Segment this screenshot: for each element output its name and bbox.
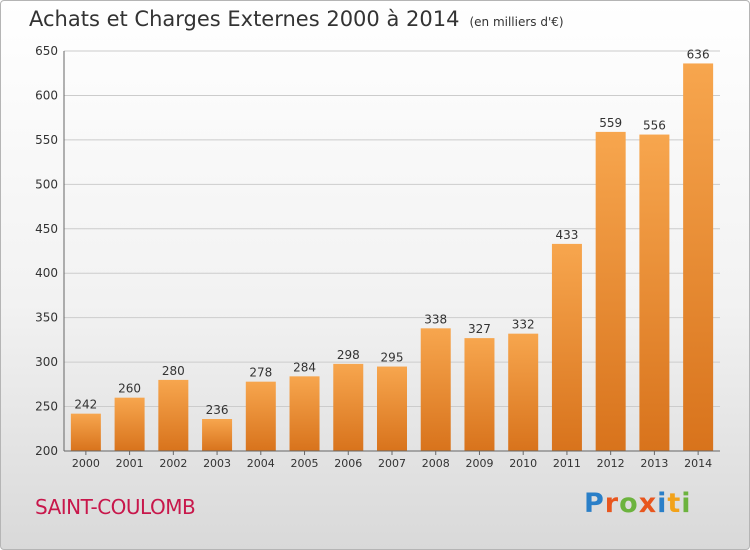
bar-value-label: 636 [687,47,710,61]
bar-2004 [245,381,276,451]
y-axis-tick-labels: 200 250 300 350 400 450 500 550 600 650 [35,44,58,458]
title-text: Achats et Charges Externes 2000 à 2014 [29,7,460,31]
y-tick-label: 550 [35,133,58,147]
bar-2003 [202,419,233,451]
bar-value-label: 236 [206,403,229,417]
x-tick-label: 2005 [291,457,319,470]
y-tick-label: 200 [35,444,58,458]
logo-letter: i [681,488,692,519]
bars [70,63,714,452]
x-tick-label: 2007 [378,457,406,470]
chart-title: Achats et Charges Externes 2000 à 2014 (e… [29,7,564,31]
x-tick-label: 2010 [509,457,537,470]
bar-value-label: 284 [293,360,316,374]
y-tick-label: 650 [35,44,58,58]
bar-value-label: 280 [162,364,185,378]
bar-2011 [551,243,582,451]
bar-value-label: 338 [424,312,447,326]
bar-value-label: 278 [249,366,272,380]
x-tick-label: 2001 [116,457,144,470]
y-tick-label: 300 [35,355,58,369]
bar-2007 [377,366,407,451]
bar-2014 [683,63,714,451]
bar-2010 [508,333,539,451]
x-tick-label: 2012 [597,457,625,470]
logo-letter: P [584,488,605,519]
bar-value-label: 332 [512,318,535,332]
x-tick-label: 2011 [553,457,581,470]
x-tick-label: 2000 [72,457,100,470]
logo-letter: r [604,488,620,519]
bar-2005 [289,376,320,451]
x-axis-tick-labels: 2000 2001 2002 2003 2004 2005 2006 2007 2008 2009… [72,451,712,470]
x-tick-label: 2004 [247,457,275,470]
x-tick-label: 2003 [203,457,231,470]
bar-value-label: 242 [74,398,97,412]
y-tick-label: 250 [35,400,58,414]
bar-value-labels: 242 260 280 236 278 284 298 295 338 327 332 433 559 5… [74,47,709,417]
logo-letter: x [638,488,658,519]
bar-2000 [70,413,101,451]
chart-subtitle: (en milliers d'€) [469,15,564,29]
x-tick-label: 2014 [684,457,712,470]
x-tick-label: 2002 [159,457,187,470]
bar-2006 [333,363,364,451]
bar-value-label: 260 [118,382,141,396]
y-tick-label: 600 [35,88,58,102]
bar-value-label: 433 [555,228,578,242]
x-tick-label: 2006 [334,457,362,470]
proxiti-logo[interactable]: Proxiti [584,488,692,519]
bar-2001 [114,397,145,451]
axes [63,51,720,452]
y-tick-label: 400 [35,266,58,280]
bar-value-label: 556 [643,119,666,133]
town-name: SAINT-COULOMB [35,495,196,519]
bar-2002 [158,379,189,451]
bar-value-label: 298 [337,348,360,362]
bar-2008 [420,328,451,451]
bar-2012 [595,131,626,451]
bar-2009 [464,338,495,451]
logo-letter: t [667,488,682,519]
bar-value-label: 559 [599,116,622,130]
y-tick-label: 500 [35,177,58,191]
y-tick-label: 450 [35,222,58,236]
bar-2013 [639,134,670,452]
logo-letter: i [657,488,668,519]
bar-value-label: 327 [468,322,491,336]
x-tick-label: 2008 [422,457,450,470]
x-tick-label: 2009 [465,457,493,470]
logo-letter: o [619,488,639,519]
x-tick-label: 2013 [640,457,668,470]
y-tick-label: 350 [35,311,58,325]
bar-value-label: 295 [381,351,404,365]
